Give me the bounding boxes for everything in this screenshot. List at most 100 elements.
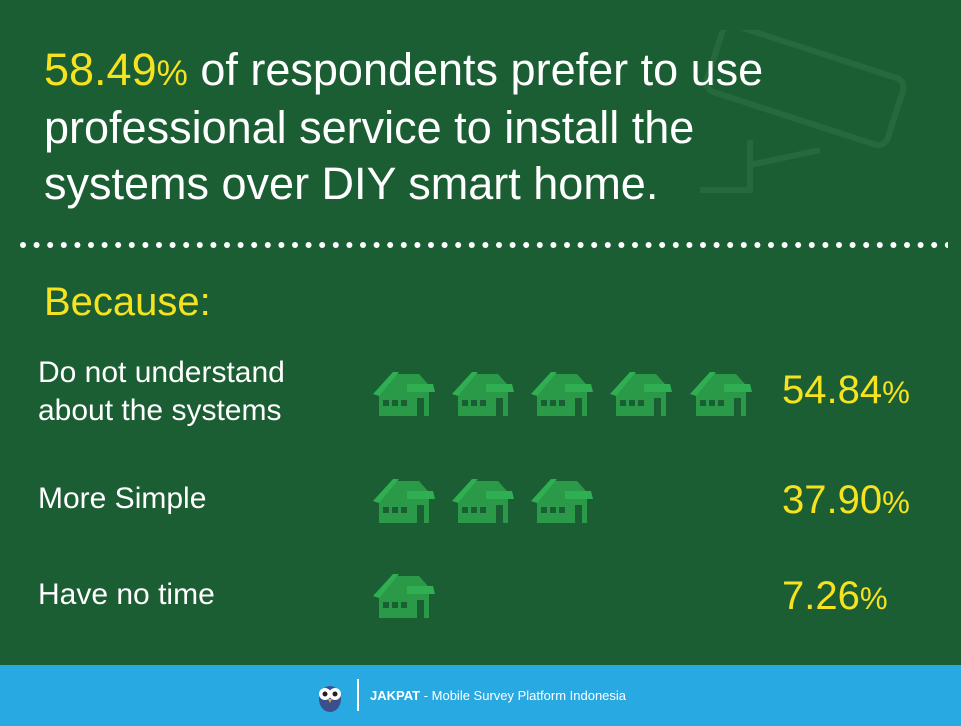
value-unit: % xyxy=(882,375,910,410)
house-icon xyxy=(373,479,435,523)
divider-dot xyxy=(278,242,285,248)
divider-dot xyxy=(890,242,897,248)
divider-dot xyxy=(618,242,625,248)
divider-dot xyxy=(210,242,217,248)
divider-dot xyxy=(20,242,26,248)
divider-dot xyxy=(373,242,380,248)
divider-dot xyxy=(523,242,530,248)
divider-dot xyxy=(849,242,856,248)
divider-dot xyxy=(727,242,734,248)
value-number: 54.84 xyxy=(782,368,883,412)
divider-dot xyxy=(387,242,394,248)
divider-dot xyxy=(836,242,842,248)
house-icons xyxy=(373,372,752,618)
headline-text: of respondents prefer to use xyxy=(200,44,764,95)
footer-brand: JAKPAT xyxy=(370,688,421,703)
divider-dot xyxy=(577,242,584,248)
divider-dot xyxy=(740,242,747,248)
divider-dot xyxy=(115,242,122,248)
divider-dot xyxy=(550,242,557,248)
divider-dot xyxy=(224,242,230,248)
section-title: Because: xyxy=(44,280,211,324)
divider-dot xyxy=(156,242,162,248)
reason-label: More Simple xyxy=(38,482,207,515)
divider-dot xyxy=(754,242,761,248)
house-icon xyxy=(452,372,514,416)
divider-dot xyxy=(808,242,815,248)
divider-dot xyxy=(88,242,94,248)
divider-dot xyxy=(672,242,679,248)
divider-dot xyxy=(795,242,802,248)
owl-logo xyxy=(319,686,341,712)
divider-dot xyxy=(428,242,434,248)
value-unit: % xyxy=(859,581,888,616)
divider-dot xyxy=(632,242,638,248)
divider-dot xyxy=(33,242,40,248)
divider-dot xyxy=(414,242,421,248)
divider-dot xyxy=(455,242,462,248)
headline-highlight: 58.49% xyxy=(44,44,188,95)
dotted-divider xyxy=(20,242,948,248)
footer-tagline: - Mobile Survey Platform Indonesia xyxy=(423,688,627,703)
divider-dot xyxy=(319,242,326,248)
divider-dot xyxy=(686,242,693,248)
divider-dot xyxy=(468,242,475,248)
reason-line: Do not understand xyxy=(38,356,285,389)
divider-dot xyxy=(251,242,258,248)
divider-dot xyxy=(768,242,774,248)
house-icon xyxy=(373,574,435,618)
divider-dot xyxy=(876,242,883,248)
divider-dot xyxy=(264,242,271,248)
divider-dot xyxy=(169,242,176,248)
footer-divider xyxy=(357,679,359,711)
headline-line: 58.49% of respondents prefer to use xyxy=(44,44,763,96)
divider-dot xyxy=(700,242,706,248)
reason-label: Do not understand about the systems xyxy=(38,354,285,430)
divider-dot xyxy=(128,242,135,248)
divider-dot xyxy=(604,242,611,248)
divider-dot xyxy=(591,242,598,248)
divider-dot xyxy=(47,242,54,248)
divider-dot xyxy=(183,242,190,248)
divider-dot xyxy=(822,242,829,248)
divider-dot xyxy=(482,242,489,248)
reason-value: 37.90% xyxy=(782,478,910,523)
divider-dot xyxy=(509,242,516,248)
divider-dot xyxy=(713,242,720,248)
house-icon xyxy=(373,372,435,416)
footer: JAKPAT - Mobile Survey Platform Indonesi… xyxy=(0,665,961,726)
camera-watermark xyxy=(700,30,907,193)
divider-dot xyxy=(292,242,298,248)
footer-text: JAKPAT - Mobile Survey Platform Indonesi… xyxy=(370,688,626,703)
headline-text: professional service to install the xyxy=(44,102,695,153)
divider-dot xyxy=(346,242,353,248)
divider-dot xyxy=(101,242,108,248)
divider-dot xyxy=(536,242,543,248)
divider-dot xyxy=(332,242,339,248)
reason-label: Have no time xyxy=(38,578,215,611)
divider-dot xyxy=(441,242,448,248)
divider-dot xyxy=(60,242,67,248)
divider-dot xyxy=(659,242,666,248)
divider-dot xyxy=(237,242,244,248)
highlight-unit: % xyxy=(156,54,188,93)
value-number: 37.90 xyxy=(782,478,883,522)
divider-dot xyxy=(917,242,924,248)
house-icon xyxy=(690,372,752,416)
divider-dot xyxy=(863,242,870,248)
divider-dot xyxy=(904,242,910,248)
headline-text: systems over DIY smart home. xyxy=(44,158,659,209)
divider-dot xyxy=(360,242,366,248)
reason-line: about the systems xyxy=(38,394,282,427)
divider-dot xyxy=(645,242,652,248)
house-icon xyxy=(452,479,514,523)
house-icon xyxy=(531,372,593,416)
divider-dot xyxy=(944,242,948,248)
value-unit: % xyxy=(882,485,910,520)
house-icon xyxy=(531,479,593,523)
reason-value: 54.84% xyxy=(782,368,910,413)
divider-dot xyxy=(496,242,502,248)
divider-dot xyxy=(74,242,81,248)
divider-dot xyxy=(305,242,312,248)
